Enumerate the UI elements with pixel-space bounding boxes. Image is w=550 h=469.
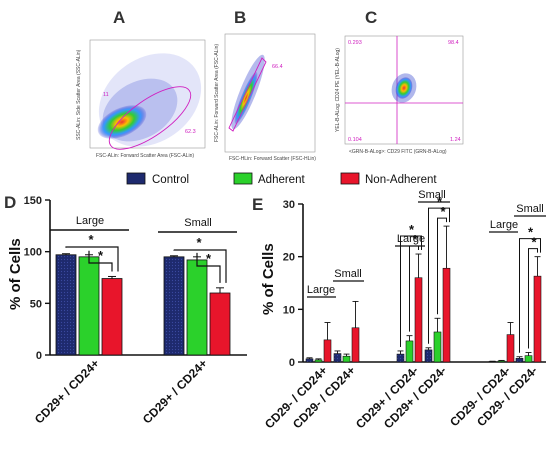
d-bar: [78, 256, 100, 356]
d-size-label: Large: [76, 215, 104, 227]
e-bar: [524, 355, 533, 363]
e-bar: [396, 353, 405, 363]
e-y-tick-label: 0: [289, 357, 295, 369]
d-y-axis-title: % of Cells: [7, 238, 24, 310]
d-sig-bracket-inner: [196, 252, 221, 283]
d-category-label: CD29+ / CD24+: [140, 356, 210, 426]
e-y-tick-label: 30: [283, 199, 295, 211]
d-y-tick-label: 0: [36, 350, 42, 362]
e-bar: [533, 275, 542, 363]
legend-swatch-adherent: [233, 172, 253, 185]
d-size-label: Small: [184, 217, 212, 229]
flow-c-q-tr: 98.4: [448, 40, 459, 46]
e-bar: [424, 349, 433, 363]
legend-label-non-adherent: Non-Adherent: [365, 174, 437, 186]
e-size-label: Large: [490, 219, 518, 231]
flow-c-q-tl: 0.293: [348, 40, 362, 46]
e-bar: [305, 358, 314, 363]
e-bar: [405, 340, 414, 363]
legend-label-control: Control: [152, 174, 189, 186]
d-y-tick-label: 50: [30, 298, 42, 310]
e-sig-bracket-outer: [519, 238, 541, 353]
d-category-label: CD29+ / CD24+: [32, 356, 102, 426]
d-sig-star: *: [88, 232, 94, 247]
flow-a-gate-value: 62.3: [185, 129, 196, 135]
flow-b-ylabel: FSC-ALin: Forward Scatter Area (FSC-ALin…: [214, 44, 220, 142]
d-y-tick-label: 150: [24, 195, 42, 207]
e-sig-star: *: [437, 194, 443, 209]
d-sig-bracket-outer: [173, 249, 227, 283]
d-bar: [186, 259, 208, 356]
e-size-label: Large: [307, 284, 335, 296]
d-bar: [101, 278, 123, 356]
e-size-label: Small: [334, 268, 362, 280]
e-sig-bracket-outer: [428, 207, 450, 344]
e-sig-star: *: [440, 204, 446, 219]
e-bar: [333, 353, 342, 363]
e-bar: [515, 358, 524, 363]
e-bar: [323, 339, 332, 363]
d-bar: [55, 254, 77, 356]
flow-c-ylabel: YEL-B-ALog: CD24 PE (YEL-B-ALog): [335, 48, 341, 132]
flow-c-q-br: 1.24: [450, 137, 461, 143]
flow-b-frame: [224, 33, 316, 153]
d-sig-bracket-inner: [88, 250, 113, 272]
d-sig-star: *: [206, 251, 212, 266]
flow-plot-b: 66.4 FSC-HLin: Forward Scatter (FSC-HLin…: [214, 33, 316, 162]
flow-a-gate: [108, 86, 192, 150]
panel-label-e: E: [252, 195, 263, 214]
e-y-axis-title: % of Cells: [260, 243, 277, 315]
e-size-label: Small: [418, 189, 446, 201]
legend-swatch-non-adherent: [340, 172, 360, 185]
flow-b-gate-value: 66.4: [272, 64, 283, 70]
flow-c-density: [395, 77, 413, 99]
flow-b-density: [234, 71, 258, 125]
flow-a-xlabel: FSC-ALin: Forward Scatter Area (FSC-ALin…: [96, 153, 194, 159]
e-sig-star: *: [531, 235, 537, 250]
d-sig-star: *: [196, 235, 202, 250]
legend-label-adherent: Adherent: [258, 174, 305, 186]
flow-c-xlabel: <GRN-B-ALog>: CD29 FITC (GRN-B-ALog): [349, 149, 447, 155]
flow-a-inner-value: 11: [103, 92, 109, 98]
d-sig-star: *: [98, 248, 104, 263]
e-sig-star: *: [528, 225, 534, 240]
e-bar: [506, 334, 515, 363]
panel-label-d: D: [4, 193, 16, 212]
legend-swatch-control: [126, 172, 146, 185]
e-bar: [351, 327, 360, 363]
e-bar: [497, 360, 506, 363]
flow-a-ylabel: SSC-ALin: Side Scatter Area (SSC-ALin): [76, 49, 82, 140]
e-size-label: Small: [516, 203, 544, 215]
e-bar: [414, 277, 423, 363]
flow-plot-c: 0.293 98.4 0.104 1.24 <GRN-B-ALog>: CD29…: [335, 35, 464, 155]
e-bar: [342, 355, 351, 363]
flow-b-xlabel: FSC-HLin: Forward Scatter (FSC-HLin): [229, 156, 316, 162]
e-sig-bracket-inner: [437, 217, 447, 315]
flow-b-gate: [228, 57, 267, 132]
d-y-tick-label: 100: [24, 247, 42, 259]
e-y-tick-label: 20: [283, 252, 295, 264]
e-sig-bracket-inner: [528, 248, 538, 349]
e-sig-star: *: [412, 232, 418, 247]
flow-plot-a: 62.3 11 FSC-ALin: Forward Scatter Area (…: [76, 39, 206, 159]
e-sig-star: *: [409, 222, 415, 237]
e-bar: [442, 267, 451, 363]
panel-label-c: C: [365, 8, 377, 27]
e-sig-bracket-outer: [400, 235, 422, 347]
panel-label-b: B: [234, 8, 246, 27]
e-sig-bracket-inner: [409, 245, 419, 332]
d-bar: [163, 256, 185, 356]
panel-label-a: A: [113, 8, 125, 27]
e-bar: [433, 331, 442, 363]
flow-a-density: [97, 105, 147, 139]
flow-c-q-bl: 0.104: [348, 137, 362, 143]
d-sig-bracket-outer: [65, 246, 119, 272]
d-bar: [209, 292, 231, 356]
legend: Control Adherent Non-Adherent: [126, 172, 437, 186]
chart-d: 0 50 100 150 % of Cells Large * * CD29+ / CD24+ S…: [7, 195, 247, 427]
e-bar: [314, 359, 323, 363]
e-y-tick-label: 10: [283, 304, 295, 316]
